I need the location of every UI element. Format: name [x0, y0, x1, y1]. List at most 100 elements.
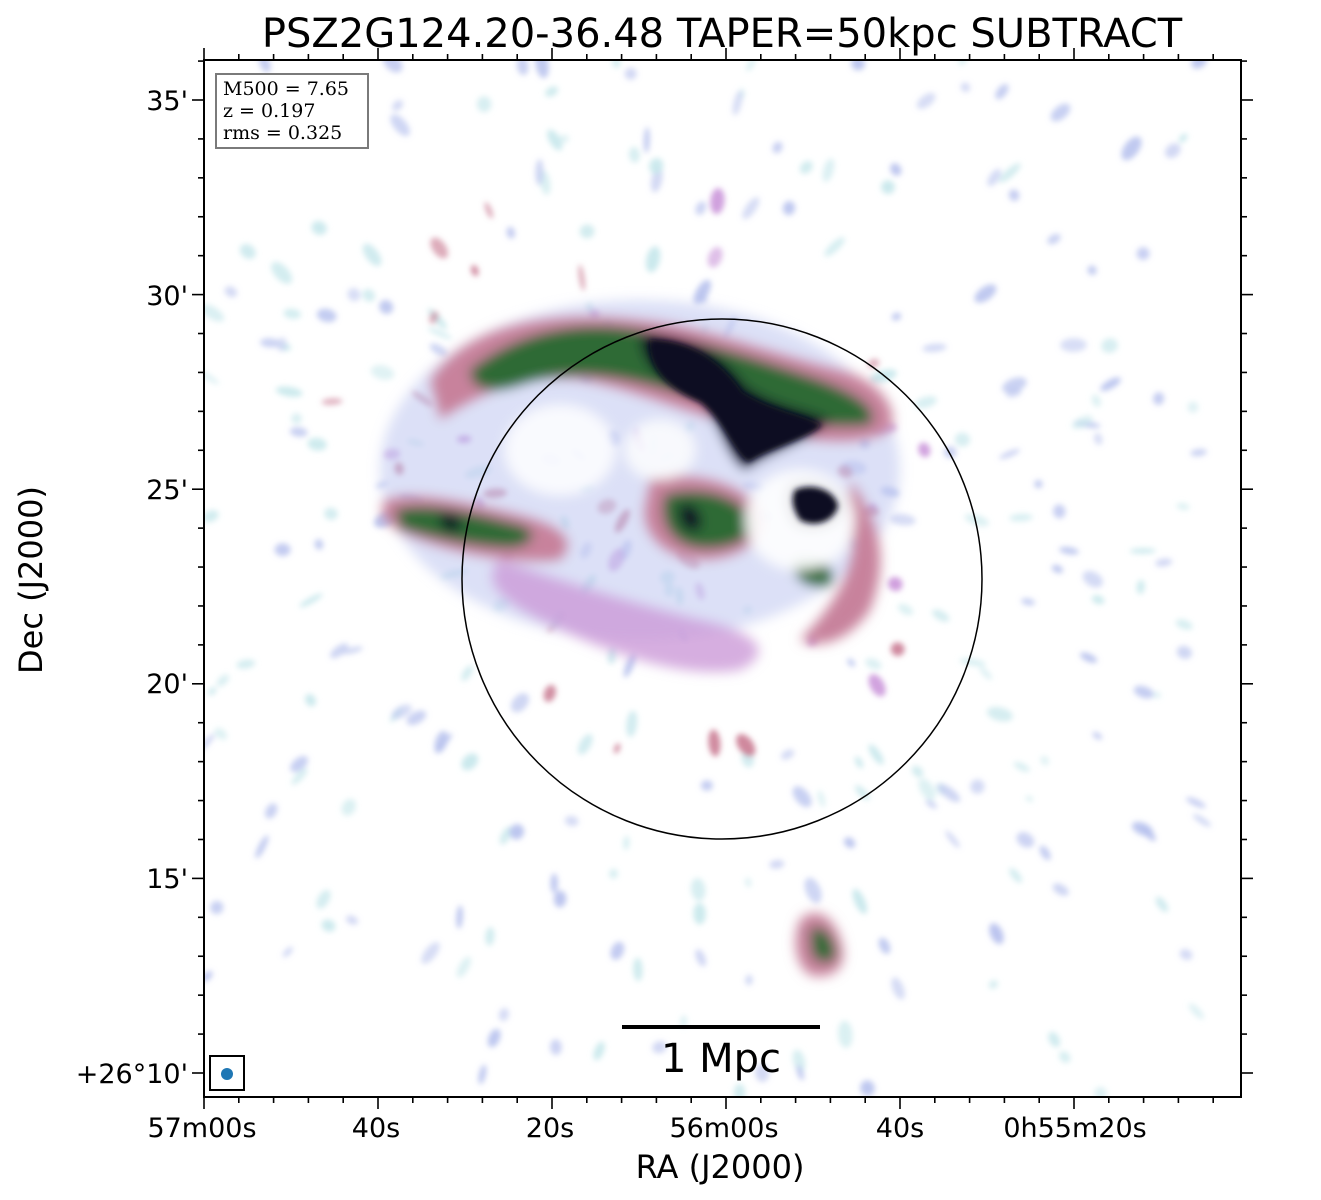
noise-speckle [623, 835, 630, 850]
info-box: M500 = 7.65 z = 0.197 rms = 0.325 [215, 73, 369, 149]
noise-speckle [550, 1039, 562, 1055]
noise-speckle [1013, 761, 1030, 772]
noise-speckle [745, 974, 753, 986]
noise-speckle [478, 1064, 487, 1085]
noise-speckle [999, 163, 1021, 183]
noise-speckle [1179, 948, 1193, 961]
noise-speckle [881, 180, 895, 195]
noise-speckle [708, 729, 721, 757]
noise-speckle [860, 1080, 875, 1097]
x-tick-label: 56m00s [669, 1113, 778, 1144]
noise-speckle [1165, 143, 1181, 159]
noise-speckle [1002, 377, 1027, 393]
noise-speckle [918, 778, 936, 801]
noise-speckle [214, 727, 228, 740]
noise-speckle [865, 658, 882, 670]
noise-speckle [535, 60, 549, 79]
noise-speckle [623, 652, 637, 678]
info-mass: M500 = 7.65 [223, 78, 349, 100]
noise-speckle [970, 779, 985, 794]
noise-speckle [550, 873, 558, 894]
noise-speckle [236, 659, 256, 669]
y-tick-label: 25' [146, 475, 188, 506]
noise-speckle [889, 513, 916, 526]
noise-speckle [610, 941, 625, 961]
noise-speckle [224, 286, 238, 298]
x-tick-label: 20s [526, 1113, 574, 1144]
subtracted-hole-west [505, 405, 615, 495]
noise-speckle [707, 247, 723, 268]
noise-speckle [645, 246, 661, 273]
noise-speckle [995, 84, 1009, 100]
noise-speckle [1131, 821, 1153, 837]
noise-speckle [643, 127, 650, 154]
noise-speckle [1186, 797, 1206, 808]
noise-speckle [1188, 1003, 1205, 1020]
noise-speckle [937, 784, 961, 803]
noise-speckle [1176, 645, 1192, 659]
noise-speckle [299, 593, 323, 608]
noise-speckle [421, 942, 440, 964]
noise-speckle [1155, 896, 1169, 913]
noise-speckle [914, 396, 937, 409]
noise-speckle [769, 859, 785, 869]
noise-speckle [742, 197, 760, 220]
noise-speckle [652, 1041, 667, 1054]
noise-speckle [283, 308, 302, 319]
noise-speckle [210, 900, 224, 915]
beam-box [209, 1055, 245, 1091]
noise-speckle [1091, 394, 1101, 407]
noise-speckle [1191, 60, 1207, 69]
subtracted-hole-center [625, 420, 695, 480]
noise-speckle [362, 289, 376, 302]
noise-speckle [974, 284, 997, 303]
noise-speckle [276, 337, 287, 352]
noise-speckle [960, 82, 971, 92]
scale-bar: 1 Mpc [622, 1025, 820, 1082]
axis-tick-marks [192, 48, 1253, 1109]
noise-speckle [1136, 579, 1145, 595]
noise-speckle [316, 889, 331, 909]
noise-speckle [324, 507, 338, 520]
noise-speckle [628, 146, 640, 163]
noise-speckle [274, 543, 291, 557]
noise-speckle [624, 67, 637, 80]
noise-speckle [342, 646, 363, 655]
noise-speckle [535, 159, 544, 186]
noise-speckle [736, 734, 756, 757]
noise-speckle [305, 693, 316, 707]
noise-speckle [347, 287, 361, 302]
noise-speckle [461, 753, 479, 771]
noise-speckle [321, 398, 343, 405]
noise-speckle [891, 312, 902, 321]
figure-title: PSZ2G124.20-36.48 TAPER=50kpc SUBTRACT [262, 11, 1183, 57]
noise-speckle [1040, 755, 1050, 766]
noise-speckle [427, 327, 452, 340]
noise-speckle [693, 902, 706, 925]
noise-speckle [406, 710, 427, 726]
noise-speckle [680, 1015, 687, 1028]
noise-speckle [732, 90, 743, 116]
noise-speckle [1100, 377, 1121, 392]
noise-speckle [891, 977, 905, 1000]
noise-speckle [593, 1041, 605, 1061]
noise-speckle [897, 603, 914, 616]
beam-indicator [209, 1055, 245, 1091]
noise-speckle [1051, 564, 1064, 574]
noise-speckle [918, 442, 931, 458]
noise-speckle [509, 824, 525, 840]
noise-speckle [932, 609, 950, 622]
noise-speckle [1121, 136, 1142, 161]
noise-speckle [341, 798, 357, 816]
noise-speckle [553, 890, 567, 908]
noise-speckle [456, 956, 471, 978]
x-tick-label: 40s [876, 1113, 924, 1144]
x-axis: 57m00s 40s 20s 56m00s 40s 0h55m20s RA (J… [147, 1113, 1146, 1186]
noise-speckle [799, 160, 813, 174]
compact-sources-sharp [649, 340, 838, 524]
noise-speckle [1101, 338, 1118, 353]
noise-speckle [564, 815, 579, 827]
noise-speckle [510, 693, 530, 713]
noise-speckle [434, 733, 453, 753]
